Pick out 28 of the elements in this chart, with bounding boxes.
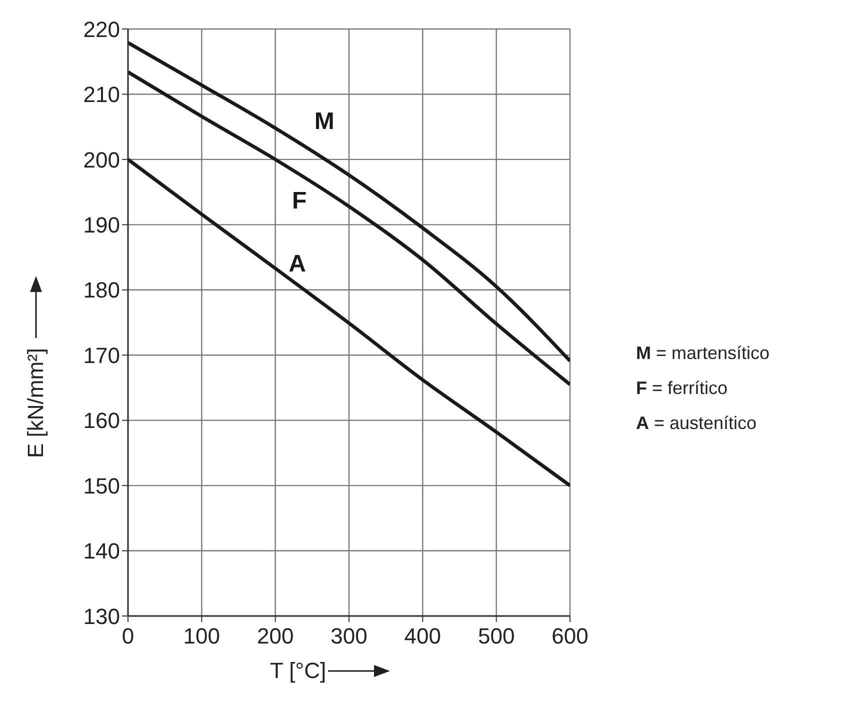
y-tick-label: 220 — [83, 16, 120, 42]
line-series — [128, 158, 570, 488]
series-label: F — [292, 187, 307, 214]
series-label: A — [288, 250, 306, 278]
x-tick-label: 300 — [330, 624, 368, 649]
text: M = martensítico — [636, 343, 770, 363]
y-axis-title: E [kN/mm²] — [23, 348, 49, 458]
y-tick-label: 170 — [83, 342, 120, 368]
y-tick-label: 160 — [83, 408, 120, 434]
y-tick-label: 190 — [83, 212, 120, 238]
x-axis-title: T [°C] — [270, 658, 326, 684]
y-tick-label: 200 — [83, 147, 120, 172]
x-tick-label: 0 — [122, 624, 134, 649]
x-tick-label: 500 — [478, 624, 515, 649]
line-series — [128, 70, 570, 386]
x-tick-label: 400 — [404, 624, 442, 649]
text: A = austenítico — [636, 413, 757, 433]
x-tick-label: 600 — [552, 624, 588, 649]
x-tick-label: 100 — [183, 624, 220, 649]
y-tick-label: 150 — [83, 473, 120, 498]
x-tick-label: 200 — [256, 624, 294, 649]
y-tick-label: 210 — [83, 82, 120, 108]
series-label: M — [314, 108, 334, 136]
text: F = ferrítico — [636, 378, 728, 398]
line-series — [128, 40, 570, 363]
y-tick-label: 180 — [83, 278, 120, 303]
y-tick-label: 140 — [83, 538, 120, 564]
y-tick-label: 130 — [83, 604, 120, 629]
